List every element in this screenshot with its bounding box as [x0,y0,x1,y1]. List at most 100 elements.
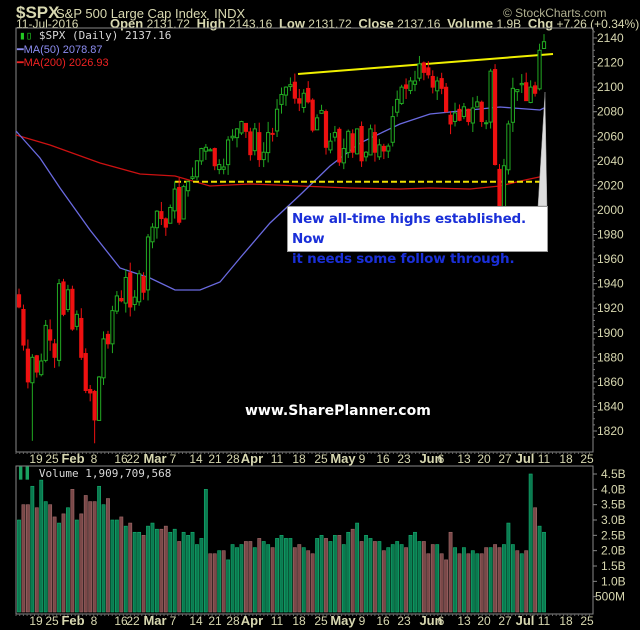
date-tick-label: 20 [477,452,491,466]
volume-bar [208,553,213,613]
volume-tick-label: 2.0B [601,544,626,558]
volume-bar [39,479,44,613]
candle-body [208,149,213,152]
candle-body [506,123,511,171]
volume-bar [413,531,417,613]
volume-bar [235,547,239,613]
candle-body [159,211,164,220]
volume-bar [515,550,520,613]
date-tick-label: 18 [559,452,573,466]
price-tick-label: 2040 [597,154,624,168]
candle-body [185,181,191,192]
candle-body [297,98,302,104]
candle-body [408,80,413,92]
candle-body [114,295,119,312]
volume-bar [537,525,542,613]
volume-tick-label: 1.5B [601,559,626,573]
date-tick-label: 7 [170,452,177,466]
volume-bar [261,541,266,613]
candle-body [145,236,151,291]
date-tick-label: Jun [419,613,442,628]
candle-body [390,116,395,143]
candle-body [444,86,449,113]
volume-bar [123,525,128,613]
date-tick-label: Apr [241,451,263,466]
volume-bar [212,553,217,613]
candle-body [119,297,124,302]
volume-bar [324,538,328,613]
candle-body [533,85,538,94]
date-tick-label: Mar [143,451,166,466]
price-tick-label: 1900 [597,326,624,340]
volume-bar [310,553,315,613]
volume-bar [168,531,173,613]
date-tick-label: May [330,451,356,466]
price-tick-label: 1860 [597,375,624,389]
price-tick-label: 1920 [597,301,624,315]
volume-bar [346,531,351,613]
candle-body [199,148,204,162]
candle-body [368,128,373,156]
volume-legend-text: Volume 1,909,709,568 [38,467,172,480]
volume-bar [279,535,284,613]
candle-body [497,168,502,211]
date-tick-label: 23 [397,452,411,466]
date-tick-label: 11 [271,452,284,466]
callout-line-1: New all-time highs established. Now [292,211,526,247]
close-label: Close [358,16,394,31]
candle-body [74,313,79,327]
date-tick-label: 27 [498,452,512,466]
candle-body [355,128,360,155]
candle-body [190,176,195,179]
volume-bar [448,531,453,613]
price-tick-label: 2000 [597,203,624,217]
volume-bar [444,559,449,613]
date-tick-label: 25 [580,452,594,466]
volume-bar [533,507,538,613]
candle-body [212,148,217,167]
date-tick-label: 11 [538,452,551,466]
volume-bar [288,538,293,613]
candle-body [43,324,48,361]
candle-body [79,317,84,358]
candle-body [163,218,168,228]
price-tick-label: 2060 [597,129,624,143]
volume-bar [368,538,373,613]
date-tick-label: 22 [126,452,140,466]
candle-body [319,109,324,114]
date-tick-label: Jul [516,613,535,628]
volume-bar [377,541,382,613]
date-tick-label: 18 [559,614,573,628]
volume-bar [172,528,177,613]
candle-body [350,133,355,153]
volume-bar [502,544,506,613]
volume-bar [457,553,462,613]
candle-body [341,148,346,164]
volume-bar [488,547,493,613]
volume-bar [17,519,21,613]
chg-label: Chg [527,16,554,31]
volume-bar [506,522,511,613]
candle-body [328,140,333,151]
candle-body [123,276,128,304]
date-tick-label: Mar [143,613,166,628]
volume-bar [52,516,57,613]
candle-body [230,135,235,139]
candle-body [510,87,515,123]
candle-body [346,130,351,154]
volume-bar [421,541,426,613]
candle-body [105,333,111,345]
ma200-line [15,134,545,190]
price-tick-label: 1980 [597,228,624,242]
volume-bar [101,504,106,613]
callout-line-2: it needs some follow through. [292,251,515,267]
date-tick-label: 19 [29,614,43,628]
volume-bar [404,547,408,613]
candle-body [181,186,186,220]
volume-bar [226,559,231,613]
volume-bar [203,489,208,613]
date-tick-label: 28 [226,452,240,466]
date-tick-label: 25 [45,452,59,466]
volume-bar [163,525,168,613]
candle-body [528,86,533,104]
